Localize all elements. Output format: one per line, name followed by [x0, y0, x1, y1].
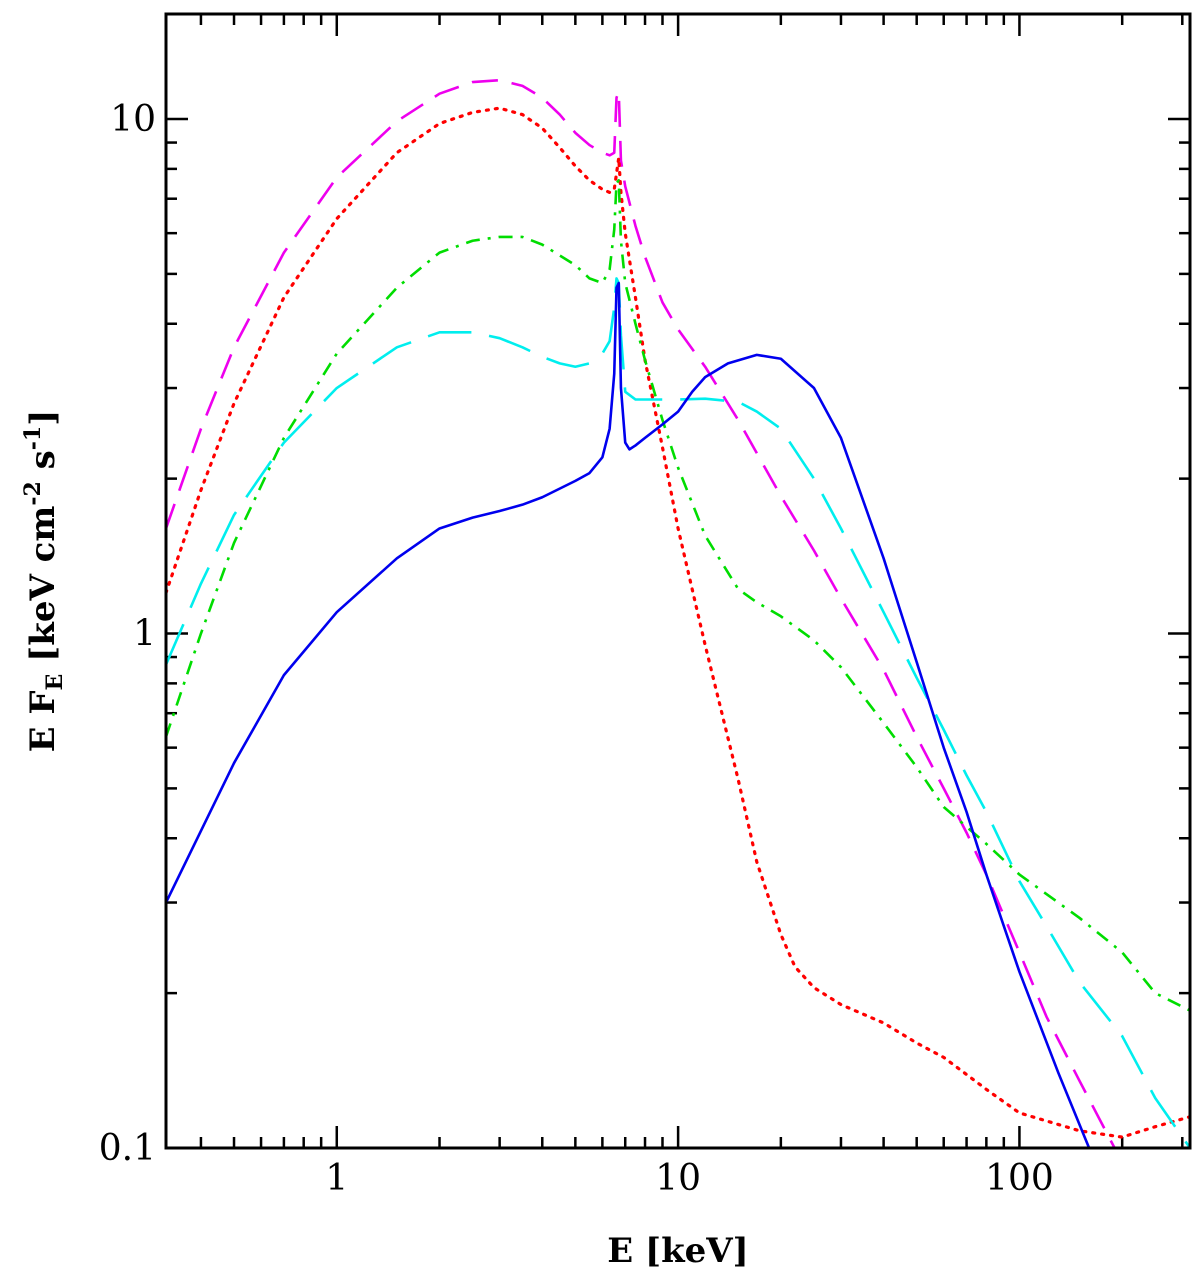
x-tick-label: 1 — [325, 1158, 348, 1199]
y-tick-label: 0.1 — [99, 1128, 156, 1169]
y-axis-label-exp1: -2 — [20, 481, 46, 505]
y-tick-label: 10 — [110, 99, 156, 140]
x-tick-label: 10 — [655, 1158, 701, 1199]
y-tick-label: 1 — [133, 614, 156, 655]
series-line-red-dotted — [166, 106, 1190, 1139]
y-axis-label-mid: s — [23, 450, 63, 481]
y-axis-label-main: E F — [23, 690, 63, 752]
y-axis-label-exp2: -1 — [20, 426, 46, 450]
plot-frame — [164, 12, 1192, 1150]
series-line-blue-solid — [166, 281, 1091, 1148]
y-axis-label-sub: E — [42, 674, 68, 691]
series-line-green-dash-dot — [166, 179, 1190, 1012]
x-tick-label: 100 — [985, 1158, 1054, 1199]
x-axis-label: E [keV] — [607, 1231, 749, 1271]
series-line-magenta-dashed — [166, 78, 1116, 1148]
axis-ticks — [166, 14, 1190, 1150]
series-line-cyan-long-dashed — [166, 277, 1190, 1148]
tick-labels: 1 10 100 0.1 1 10 — [99, 99, 1054, 1199]
y-axis-label-unit: [keV cm — [23, 506, 63, 674]
y-axis-label-close: ] — [23, 410, 63, 426]
series-layer — [166, 78, 1190, 1148]
y-axis-label: E FE [keV cm-2 s-1] — [20, 410, 68, 753]
